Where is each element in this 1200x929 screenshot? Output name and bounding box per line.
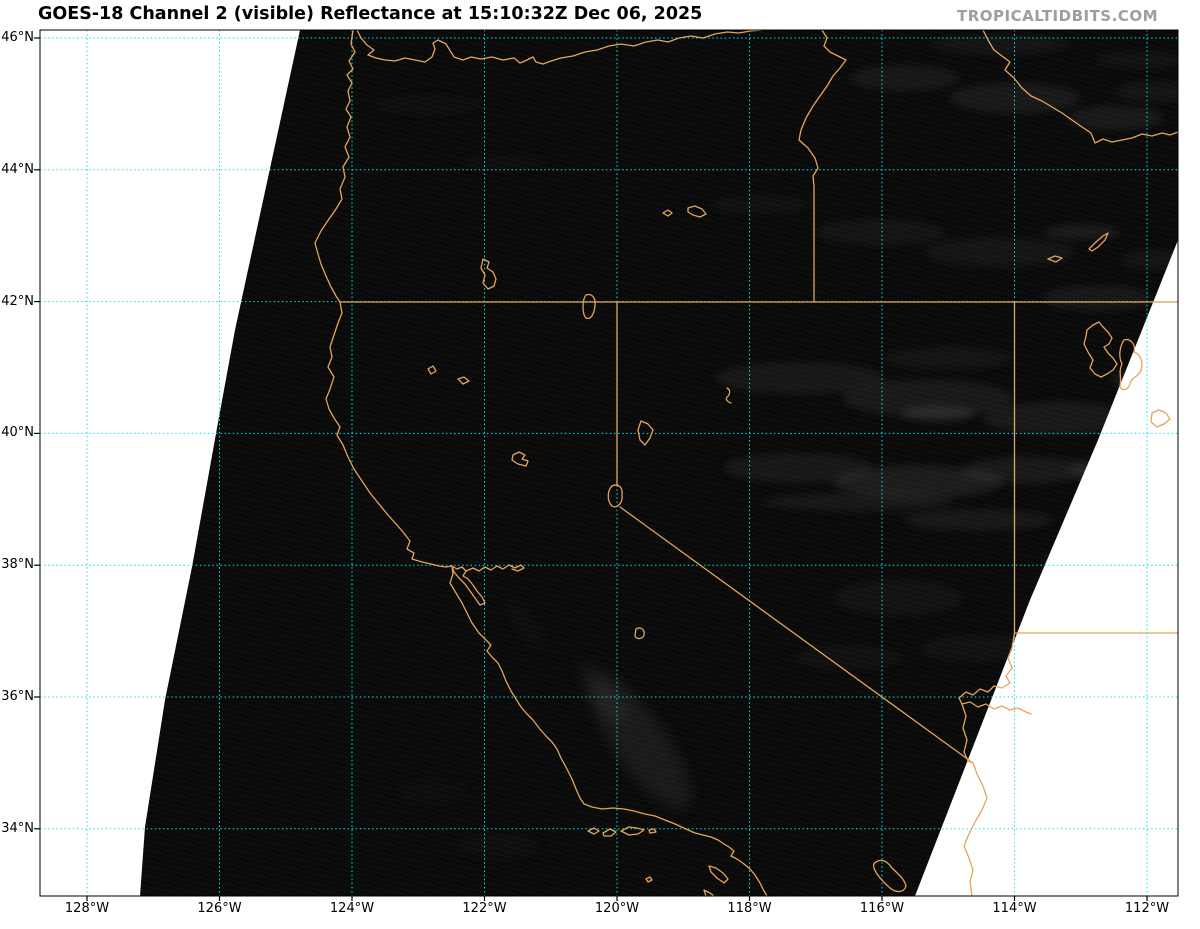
great-salt-lake-east-arm [1119,338,1143,391]
pyramid-lake [637,420,654,446]
colorado-river-border [958,632,1016,897]
lat-tick-label: 44°N [1,161,34,177]
columbia-river-border [356,29,763,65]
valley-fog [394,601,691,856]
lon-tick-label: 118°W [727,901,772,916]
lat-tick-label: 40°N [1,425,34,441]
honey-lake [511,451,529,467]
grid-layer [40,30,1178,896]
upper-klamath-lake [480,258,497,290]
utah-lake [1150,409,1171,428]
salton-sea [872,859,907,893]
great-salt-lake [1083,321,1118,378]
lat-tick-label: 34°N [1,820,34,836]
sf-bay-outline [451,565,486,606]
map-frame [39,29,1179,897]
rye-patch-river [725,387,732,404]
lat-tick-label: 46°N [1,30,34,45]
lat-tick-label: 38°N [1,557,34,573]
geo-overlay-layer [314,29,1179,897]
goose-lake [582,293,596,320]
colorado-river-upstream [961,701,1032,715]
lon-tick-label: 126°W [197,901,242,916]
lon-tick-label: 114°W [992,901,1037,916]
american-falls-reservoir [1088,232,1109,252]
axis-ticks [34,37,1148,901]
cloud-layer [394,35,1178,856]
lat-tick-label: 42°N [1,293,34,309]
coastline-path [314,29,768,897]
sierra-lake [634,627,645,640]
page-title: GOES-18 Channel 2 (visible) Reflectance … [38,4,703,24]
lon-tick-label: 116°W [859,901,905,916]
satellite-swath [140,30,1178,896]
lon-tick-label: 112°W [1124,901,1170,916]
delta-outline [465,564,525,572]
harney-lakes [662,205,707,218]
lake-walcott [1047,255,1063,263]
ca-nv-border-diagonal [619,506,974,764]
lat-tick-label: 36°N [1,689,34,704]
oregon-idaho-border [798,29,847,302]
idaho-montana-border [982,29,1179,144]
lon-tick-label: 122°W [462,901,507,916]
lake-tahoe-outline [607,484,623,508]
eagle-lake [427,365,470,385]
lon-tick-label: 124°W [329,901,375,916]
lon-tick-label: 128°W [64,901,110,916]
channel-islands [587,826,729,897]
lon-tick-label: 120°W [594,901,640,916]
watermark-text: TROPICALTIDBITS.COM [957,7,1158,25]
